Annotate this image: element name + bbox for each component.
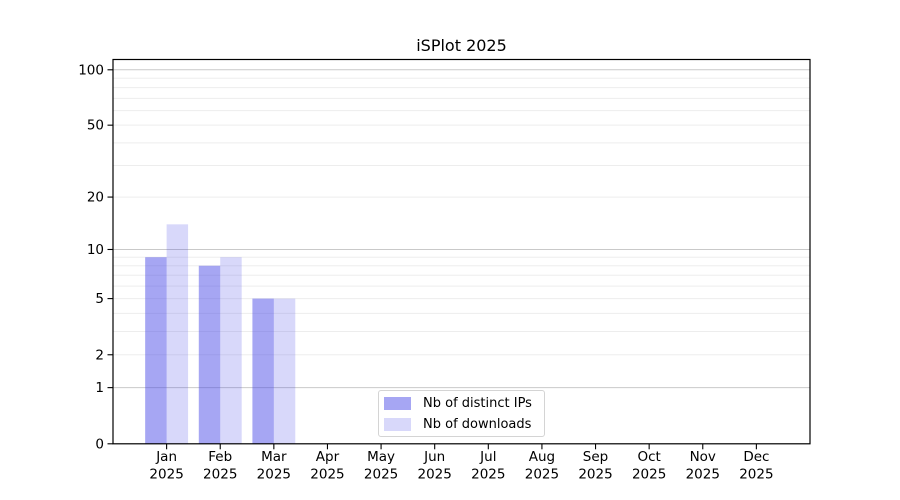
y-tick-label-100: 100 bbox=[78, 62, 104, 78]
x-tick-label-year-jan: 2025 bbox=[149, 467, 183, 483]
bar-nb-of-downloads-feb-2025 bbox=[220, 257, 242, 444]
x-tick-label-month-oct: Oct bbox=[637, 449, 660, 465]
legend-item-distinct-ips: Nb of distinct IPs bbox=[384, 395, 544, 411]
legend-label-downloads: Nb of downloads bbox=[423, 416, 532, 432]
bar-nb-of-downloads-jan-2025 bbox=[166, 224, 189, 444]
y-tick-label-5: 5 bbox=[95, 291, 104, 307]
legend-swatch-distinct-ips bbox=[384, 396, 411, 410]
x-tick-label-year-mar: 2025 bbox=[257, 467, 291, 483]
chart-title: iSPlot 2025 bbox=[416, 36, 507, 55]
x-tick-label-year-jun: 2025 bbox=[418, 467, 452, 483]
x-tick-label-year-may: 2025 bbox=[364, 467, 398, 483]
y-tick-label-1: 1 bbox=[95, 380, 104, 396]
legend-swatch-downloads bbox=[384, 417, 411, 431]
y-tick-label-0: 0 bbox=[95, 436, 104, 452]
x-tick-label-month-feb: Feb bbox=[208, 449, 232, 465]
x-tick-label-year-nov: 2025 bbox=[686, 467, 720, 483]
x-tick-label-year-dec: 2025 bbox=[739, 467, 773, 483]
y-tick-label-20: 20 bbox=[87, 190, 104, 206]
legend-label-distinct-ips: Nb of distinct IPs bbox=[423, 395, 532, 411]
bar-nb-of-distinct-ips-mar-2025 bbox=[252, 298, 274, 444]
x-tick-label-year-apr: 2025 bbox=[310, 467, 344, 483]
bar-nb-of-distinct-ips-feb-2025 bbox=[198, 265, 221, 444]
y-tick-label-50: 50 bbox=[87, 118, 104, 134]
x-tick-label-year-sep: 2025 bbox=[578, 467, 612, 483]
x-tick-label-month-jun: Jun bbox=[423, 449, 445, 465]
x-tick-label-year-oct: 2025 bbox=[632, 467, 666, 483]
x-tick-label-month-sep: Sep bbox=[583, 449, 608, 465]
axes-spines bbox=[112, 58, 811, 445]
x-tick-label-year-feb: 2025 bbox=[203, 467, 237, 483]
legend: Nb of distinct IPs Nb of downloads bbox=[378, 390, 545, 437]
x-tick-label-month-may: May bbox=[367, 449, 395, 465]
bar-nb-of-downloads-mar-2025 bbox=[273, 298, 296, 444]
legend-item-downloads: Nb of downloads bbox=[384, 416, 544, 432]
x-tick-label-month-jul: Jul bbox=[479, 449, 496, 465]
x-tick-label-month-jan: Jan bbox=[155, 449, 177, 465]
y-tick-label-2: 2 bbox=[95, 347, 104, 363]
x-tick-label-year-jul: 2025 bbox=[471, 467, 505, 483]
x-tick-label-month-aug: Aug bbox=[529, 449, 555, 465]
y-tick-label-10: 10 bbox=[87, 242, 104, 258]
x-tick-label-month-mar: Mar bbox=[261, 449, 287, 465]
x-tick-label-month-nov: Nov bbox=[690, 449, 716, 465]
x-tick-label-year-aug: 2025 bbox=[525, 467, 559, 483]
x-tick-label-month-apr: Apr bbox=[316, 449, 340, 465]
x-tick-label-month-dec: Dec bbox=[743, 449, 769, 465]
bar-nb-of-distinct-ips-jan-2025 bbox=[145, 257, 167, 444]
